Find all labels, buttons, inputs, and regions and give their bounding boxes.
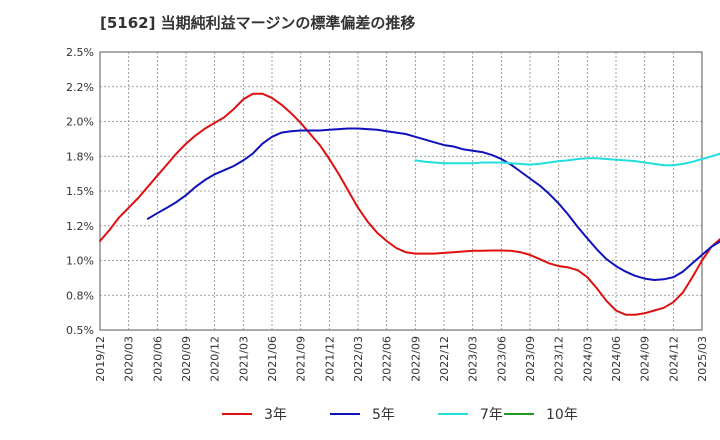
x-tick-label: 2023/12 xyxy=(553,336,566,382)
y-tick-label: 1.0% xyxy=(66,255,94,268)
grid-layer xyxy=(100,52,702,330)
x-tick-label: 2020/12 xyxy=(209,336,222,382)
x-tick-label: 2020/09 xyxy=(180,336,193,382)
chart-title: [5162] 当期純利益マージンの標準偏差の推移 xyxy=(100,14,416,32)
x-tick-label: 2024/09 xyxy=(639,336,652,382)
x-tick-label: 2022/12 xyxy=(438,336,451,382)
x-tick-label: 2024/12 xyxy=(667,336,680,382)
legend-label: 7年 xyxy=(480,407,503,423)
legend: 3年 5年 7年 10年 xyxy=(222,407,578,423)
y-tick-label: 0.5% xyxy=(66,324,94,337)
series-line-5年 xyxy=(146,127,720,281)
x-tick-label: 2024/03 xyxy=(581,336,594,382)
series-line-7年 xyxy=(414,152,720,167)
legend-label: 10年 xyxy=(546,407,578,423)
legend-label: 5年 xyxy=(372,407,395,423)
x-tick-label: 2021/03 xyxy=(237,336,250,382)
series-line-3年 xyxy=(99,92,720,316)
x-tick-label: 2022/03 xyxy=(352,336,365,382)
y-tick-label: 2.2% xyxy=(66,81,94,94)
y-tick-label: 0.8% xyxy=(66,289,94,302)
y-axis-ticks: 0.5% 0.8% 1.0% 1.2% 1.5% 1.8% 2.0% 2.2% 2.5% xyxy=(66,46,94,337)
y-tick-label: 1.2% xyxy=(66,220,94,233)
x-tick-label: 2019/12 xyxy=(94,336,107,382)
y-tick-label: 1.8% xyxy=(66,150,94,163)
y-tick-label: 2.0% xyxy=(66,116,94,129)
x-tick-label: 2022/06 xyxy=(381,336,394,382)
x-tick-label: 2021/09 xyxy=(295,336,308,382)
x-tick-label: 2023/06 xyxy=(495,336,508,382)
x-axis-ticks: 2019/12 2020/03 2020/06 2020/09 2020/12 2021/… xyxy=(94,336,709,382)
x-tick-label: 2021/12 xyxy=(323,336,336,382)
x-tick-label: 2023/03 xyxy=(467,336,480,382)
x-tick-label: 2020/06 xyxy=(151,336,164,382)
x-tick-label: 2024/06 xyxy=(610,336,623,382)
x-tick-label: 2021/06 xyxy=(266,336,279,382)
legend-label: 3年 xyxy=(264,407,287,423)
y-tick-label: 1.5% xyxy=(66,185,94,198)
x-tick-label: 2025/03 xyxy=(696,336,709,382)
y-tick-label: 2.5% xyxy=(66,46,94,59)
x-tick-label: 2023/09 xyxy=(524,336,537,382)
series-layer xyxy=(99,92,720,316)
x-tick-label: 2022/09 xyxy=(409,336,422,382)
x-tick-label: 2020/03 xyxy=(123,336,136,382)
